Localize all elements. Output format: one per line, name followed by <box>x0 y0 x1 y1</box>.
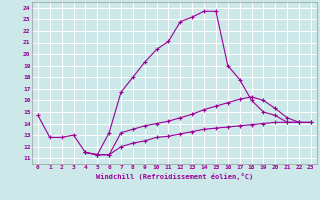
X-axis label: Windchill (Refroidissement éolien,°C): Windchill (Refroidissement éolien,°C) <box>96 173 253 180</box>
